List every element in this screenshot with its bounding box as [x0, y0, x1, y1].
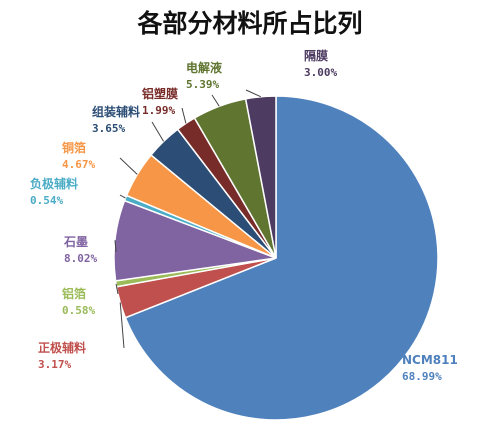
- data-label-name-铜箔: 铜箔: [62, 140, 86, 155]
- chart-title: 各部分材料所占比列: [137, 9, 363, 38]
- data-label-value-石墨: 8.02%: [64, 252, 97, 265]
- data-label-value-NCM811: 68.99%: [402, 370, 442, 383]
- leader-line-隔膜: [245, 89, 261, 98]
- leader-line-正极辅料: [119, 302, 125, 349]
- data-label-value-电解液: 5.39%: [186, 78, 219, 91]
- leader-line-石墨: [114, 240, 117, 253]
- data-label-name-正极辅料: 正极辅料: [38, 340, 86, 355]
- leader-line-组装辅料: [151, 121, 165, 142]
- data-label-name-铝箔: 铝箔: [62, 286, 86, 301]
- data-label-name-隔膜: 隔膜: [304, 48, 328, 63]
- data-label-value-铝塑膜: 1.99%: [142, 104, 175, 117]
- data-label-value-铜箔: 4.67%: [62, 158, 95, 171]
- data-label-value-负极辅料: 0.54%: [30, 194, 63, 207]
- data-label-value-正极辅料: 3.17%: [38, 358, 71, 371]
- leader-line-电解液: [211, 94, 220, 107]
- data-label-name-铝塑膜: 铝塑膜: [142, 86, 178, 101]
- data-label-value-铝箔: 0.58%: [62, 304, 95, 317]
- leader-line-铜箔: [119, 157, 138, 175]
- data-label-name-组装辅料: 组装辅料: [92, 104, 140, 119]
- data-label-name-NCM811: NCM811: [402, 353, 458, 367]
- data-label-value-组装辅料: 3.65%: [92, 122, 125, 135]
- data-label-name-电解液: 电解液: [186, 60, 222, 75]
- data-label-name-石墨: 石墨: [63, 235, 88, 249]
- leader-line-铝塑膜: [181, 107, 187, 124]
- leader-line-负极辅料: [119, 194, 126, 199]
- pie-slice-NCM811: [124, 95, 439, 421]
- data-label-name-负极辅料: 负极辅料: [30, 176, 78, 191]
- data-label-value-隔膜: 3.00%: [304, 66, 337, 79]
- leader-line-铝箔: [115, 283, 119, 295]
